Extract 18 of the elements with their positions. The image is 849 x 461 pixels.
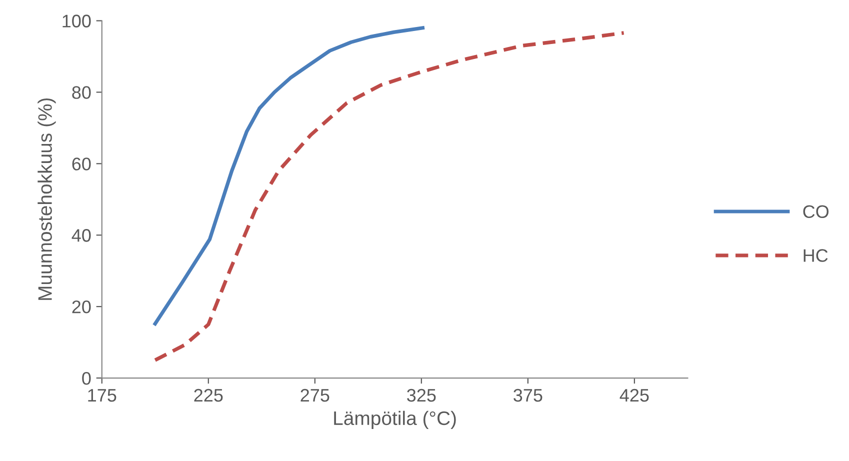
x-tick-label: 175	[88, 389, 116, 402]
y-tick-label: 60	[72, 158, 91, 170]
y-tick-label: 80	[72, 86, 91, 99]
x-tick-label: 325	[407, 388, 436, 402]
x-tick-label: 225	[194, 388, 223, 402]
x-axis-title: Lämpötila (°C)	[334, 410, 456, 429]
x-tick-label: 275	[300, 388, 330, 402]
line-series	[153, 31, 626, 362]
y-tick-label: 100	[62, 14, 91, 28]
y-tick-label: 0	[82, 372, 91, 385]
x-tick-label: 425	[620, 388, 649, 402]
y-axis-title: Muunnostehokkuus (%)	[38, 98, 56, 300]
line-series	[153, 26, 424, 326]
y-tick-label: 20	[72, 300, 91, 314]
y-tick-label: 40	[72, 229, 91, 242]
x-tick-label: 375	[514, 388, 542, 402]
legend-label: CO	[803, 205, 829, 218]
legend-label: HC	[804, 249, 828, 262]
